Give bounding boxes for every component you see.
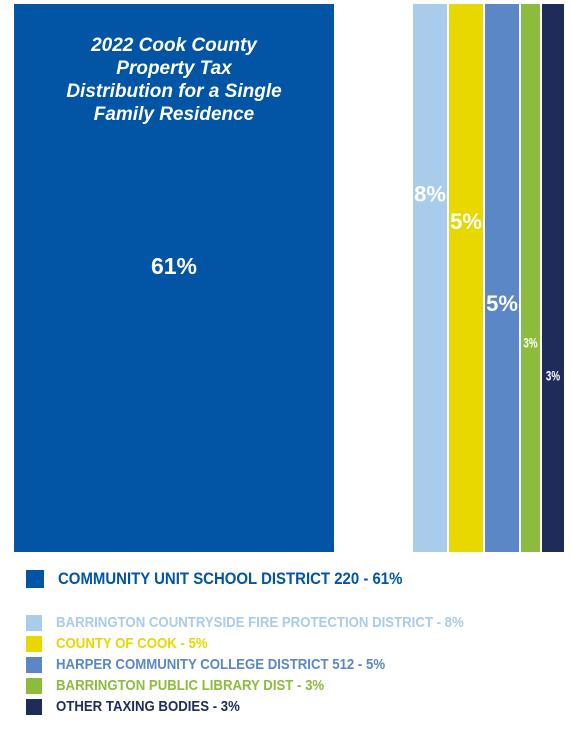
bar-label-5: 3% xyxy=(523,335,537,351)
legend-swatch xyxy=(26,614,42,631)
legend-label: OTHER TAXING BODIES - 3% xyxy=(56,698,240,715)
legend-item-college-district: HARPER COMMUNITY COLLEGE DISTRICT 512 - … xyxy=(26,654,566,675)
bar-label-4: 5% xyxy=(486,291,518,316)
chart-title-line: Property Tax xyxy=(116,58,232,79)
legend-swatch xyxy=(26,677,42,694)
bar-3 xyxy=(449,4,483,552)
bar-label-6: 3% xyxy=(546,368,560,384)
legend: COMMUNITY UNIT SCHOOL DISTRICT 220 - 61%… xyxy=(26,566,566,717)
legend-item-other: OTHER TAXING BODIES - 3% xyxy=(26,696,566,717)
bar-2 xyxy=(413,4,447,552)
legend-label: BARRINGTON PUBLIC LIBRARY DIST - 3% xyxy=(56,677,325,694)
legend-item-library: BARRINGTON PUBLIC LIBRARY DIST - 3% xyxy=(26,675,566,696)
chart-title-line: Family Residence xyxy=(93,104,255,125)
chart-title-line: 2022 Cook County xyxy=(91,35,257,56)
bar-5 xyxy=(521,4,540,552)
legend-item-school-district: COMMUNITY UNIT SCHOOL DISTRICT 220 - 61% xyxy=(26,566,566,592)
chart-title-line: Distribution for a Single xyxy=(66,81,282,102)
legend-swatch xyxy=(26,570,44,588)
legend-swatch xyxy=(26,656,42,673)
legend-label: COMMUNITY UNIT SCHOOL DISTRICT 220 - 61% xyxy=(58,569,403,588)
legend-item-county: COUNTY OF COOK - 5% xyxy=(26,633,566,654)
legend-label: COUNTY OF COOK - 5% xyxy=(56,635,208,652)
bar-4 xyxy=(485,4,519,552)
legend-item-fire-district: BARRINGTON COUNTRYSIDE FIRE PROTECTION D… xyxy=(26,612,566,633)
chart: 61%8%5%5%3%3% xyxy=(14,4,564,552)
bar-1 xyxy=(14,4,334,552)
bar-label-2: 8% xyxy=(414,182,446,207)
legend-swatch xyxy=(26,635,42,652)
chart-title: 2022 Cook County Property Tax Distributi… xyxy=(14,34,334,126)
legend-swatch xyxy=(26,698,42,715)
legend-label: HARPER COMMUNITY COLLEGE DISTRICT 512 - … xyxy=(56,656,386,673)
bar-label-1: 61% xyxy=(151,253,197,279)
bar-label-3: 5% xyxy=(450,209,482,234)
legend-label: BARRINGTON COUNTRYSIDE FIRE PROTECTION D… xyxy=(56,614,464,631)
bar-6 xyxy=(542,4,564,552)
